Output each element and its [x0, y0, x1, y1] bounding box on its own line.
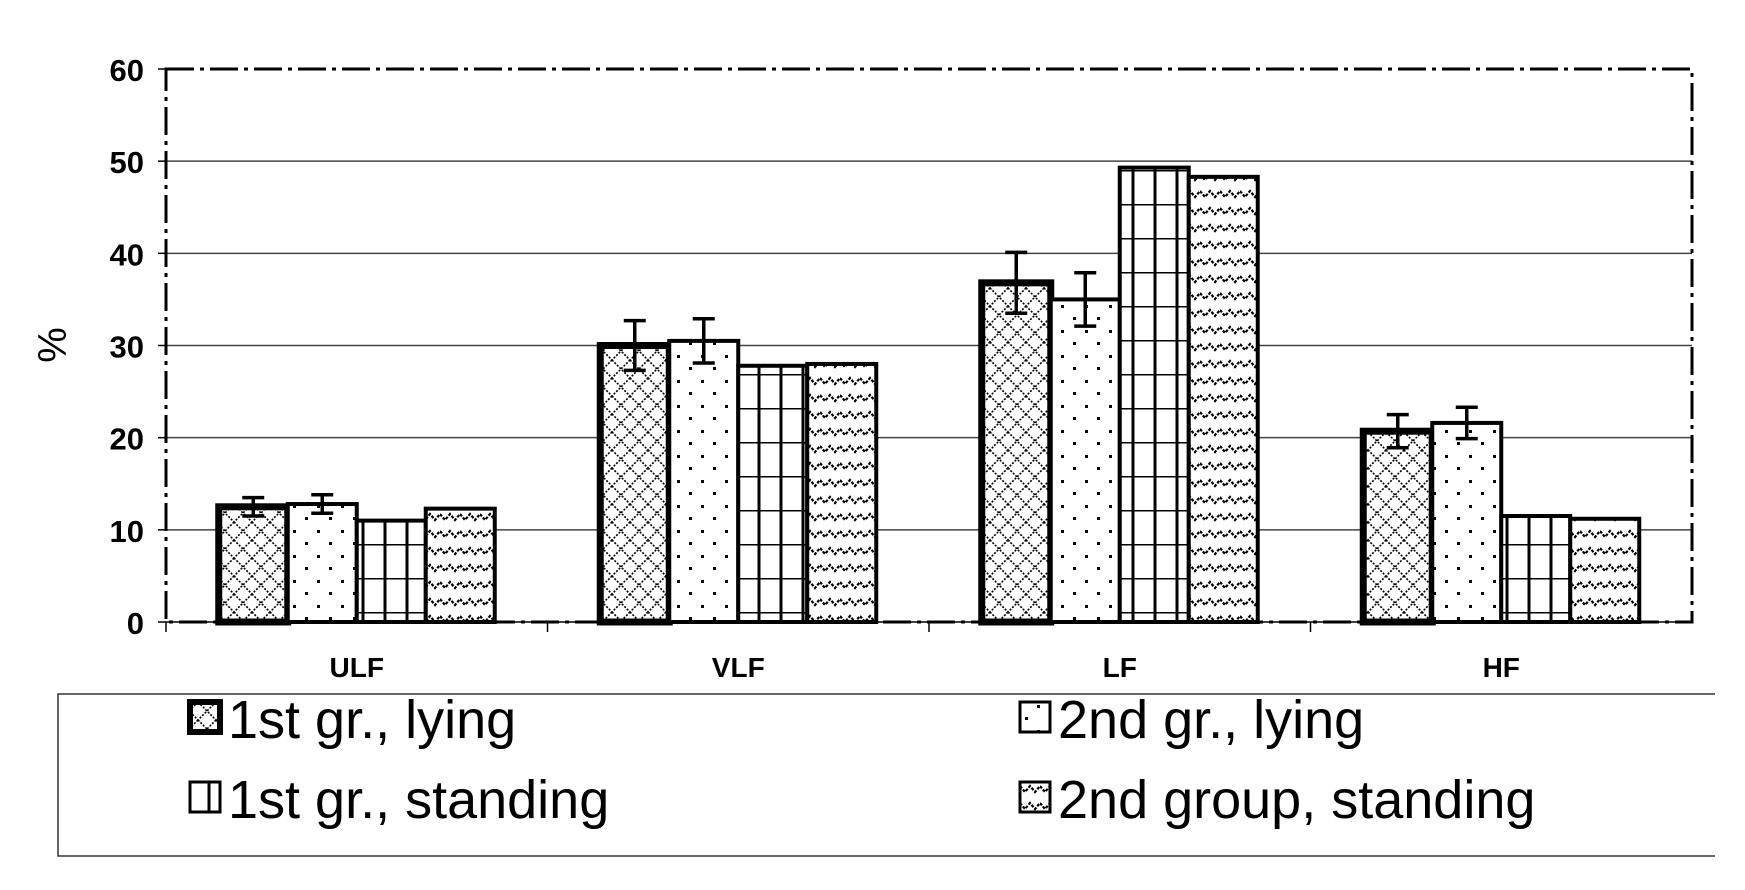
plot-area-frame: [164, 67, 1694, 624]
bar: [1186, 174, 1260, 625]
error-bar: [1005, 250, 1028, 315]
x-tick-label: ULF: [330, 652, 384, 683]
legend-swatch: [188, 780, 222, 814]
y-tick-label: 30: [110, 330, 144, 365]
bars: [215, 165, 1642, 626]
bar: [736, 363, 810, 624]
bar: [285, 502, 359, 625]
bar: [596, 342, 673, 626]
bar: [215, 503, 292, 626]
error-bar: [692, 317, 715, 365]
x-tick-label: VLF: [712, 652, 765, 683]
y-tick-label: 40: [110, 237, 144, 272]
bar: [1568, 516, 1642, 624]
bar: [1499, 514, 1573, 625]
error-bar: [242, 495, 265, 518]
legend-label: 2nd gr., lying: [1058, 690, 1364, 750]
legend-swatch: [187, 699, 223, 735]
legend-box: [57, 693, 1715, 857]
error-bar: [1074, 270, 1097, 328]
bar: [978, 279, 1055, 626]
axes: 0 10 20 30 40 50 60 ULF VLF LF HF: [110, 53, 1694, 683]
bar: [423, 506, 497, 625]
y-tick-label: 20: [110, 422, 144, 457]
bar: [805, 361, 879, 624]
error-bar: [1386, 412, 1409, 450]
y-tick-label: 10: [110, 514, 144, 549]
x-tick-label: HF: [1483, 652, 1520, 683]
bar: [1430, 420, 1504, 625]
error-bar: [311, 493, 334, 515]
error-bar: [623, 318, 646, 373]
y-tick-label: 50: [110, 145, 144, 180]
legend-swatch: [1018, 780, 1052, 814]
bar: [1117, 165, 1191, 624]
x-tick-label: LF: [1103, 652, 1137, 683]
bar: [1359, 427, 1436, 626]
legend-label: 1st gr., lying: [228, 690, 516, 750]
legend: 1st gr., lying 2nd gr., lying 1st gr., sta…: [57, 690, 1715, 857]
error-bar: [1455, 405, 1478, 441]
legend-label: 2nd group, standing: [1058, 770, 1535, 830]
y-tick-label: 0: [127, 606, 144, 641]
legend-label: 1st gr., standing: [228, 770, 609, 830]
y-axis-label: %: [31, 327, 75, 363]
bar: [667, 338, 741, 624]
bar: [1048, 297, 1122, 624]
legend-swatch: [1018, 700, 1052, 734]
y-tick-label: 60: [110, 53, 144, 88]
bar: [354, 518, 428, 624]
